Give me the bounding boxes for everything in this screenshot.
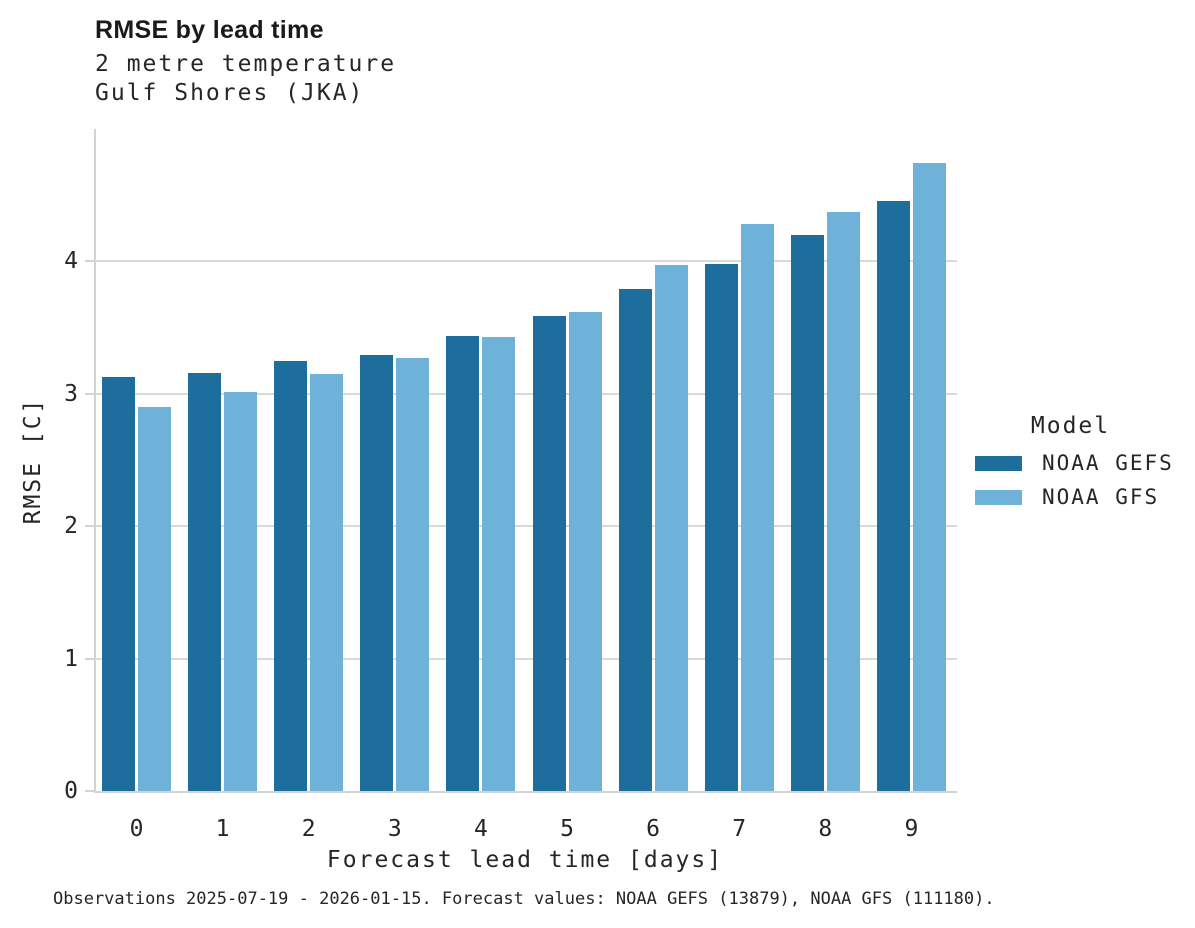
legend-label-noaa-gfs: NOAA GFS [1042,485,1160,509]
chart-subtitle-line-1: 2 metre temperature [95,51,397,77]
x-tick-label-2: 2 [301,816,316,842]
x-tick-label-5: 5 [560,816,574,842]
y-tick-label-4: 4 [64,248,78,275]
legend-title: Model [1030,413,1111,439]
chart-subtitle-line-2: Gulf Shores (JKA) [95,80,365,106]
gridline-y-2 [96,525,957,528]
y-tick-label-2: 2 [64,513,78,540]
x-tick-label-8: 8 [818,816,833,842]
chart-subtitle: 2 metre temperature Gulf Shores (JKA) [95,50,396,108]
bar-noaa-gefs-day-6 [618,289,652,791]
y-tick-mark-1 [85,657,94,660]
y-axis-title: RMSE [C] [20,397,46,525]
legend-swatch-noaa-gefs [975,455,1022,471]
legend-entry-noaa-gfs: NOAA GFS [968,485,1173,509]
x-tick-label-4: 4 [473,816,488,842]
bar-noaa-gefs-day-3 [360,355,394,791]
bar-noaa-gefs-day-0 [102,376,135,791]
bar-noaa-gfs-day-5 [568,311,602,791]
gridline-y-1 [96,657,957,660]
legend-label-noaa-gefs: NOAA GEFS [1042,451,1174,475]
legend: Model NOAA GEFS NOAA GFS [968,412,1173,520]
legend-entry-noaa-gefs: NOAA GEFS [968,451,1174,475]
bar-noaa-gefs-day-9 [876,200,910,791]
y-tick-label-3: 3 [64,380,78,407]
plot-area: 0 1 2 3 4 0 1 2 3 4 5 6 7 8 9 [64,129,957,842]
gridline-y-4 [96,260,957,263]
x-tick-label-1: 1 [215,816,230,842]
bar-noaa-gfs-day-9 [912,163,946,791]
bar-noaa-gfs-day-3 [396,358,430,791]
caption: Observations 2025-07-19 - 2026-01-15. Fo… [53,889,995,909]
bar-noaa-gfs-day-1 [224,392,258,791]
bar-noaa-gefs-day-2 [274,360,308,791]
y-tick-mark-0 [85,790,94,792]
bar-noaa-gfs-day-8 [826,212,860,791]
x-tick-label-9: 9 [904,816,919,842]
x-tick-label-6: 6 [646,816,661,842]
y-tick-label-0: 0 [64,778,78,804]
y-tick-mark-4 [85,260,94,263]
bar-noaa-gefs-day-7 [704,264,738,791]
x-tick-label-7: 7 [732,816,747,842]
x-axis-title: Forecast lead time [days] [326,847,724,873]
bar-noaa-gfs-day-2 [310,373,344,791]
bar-noaa-gfs-day-7 [740,224,774,791]
y-tick-mark-2 [85,525,94,528]
x-tick-label-3: 3 [387,816,402,842]
y-tick-mark-3 [85,392,94,395]
bar-noaa-gefs-day-5 [532,315,566,791]
bar-noaa-gfs-day-4 [482,336,516,791]
chart-title: RMSE by lead time [95,16,324,44]
x-tick-label-0: 0 [129,816,144,842]
bar-noaa-gefs-day-4 [446,335,480,791]
bar-noaa-gefs-day-1 [188,372,222,791]
bar-noaa-gfs-day-6 [654,265,688,791]
gridline-y-3 [96,392,957,395]
legend-swatch-noaa-gfs [975,489,1022,505]
y-tick-label-1: 1 [64,645,78,672]
bar-noaa-gefs-day-8 [790,234,824,791]
bar-noaa-gfs-day-0 [138,407,171,791]
